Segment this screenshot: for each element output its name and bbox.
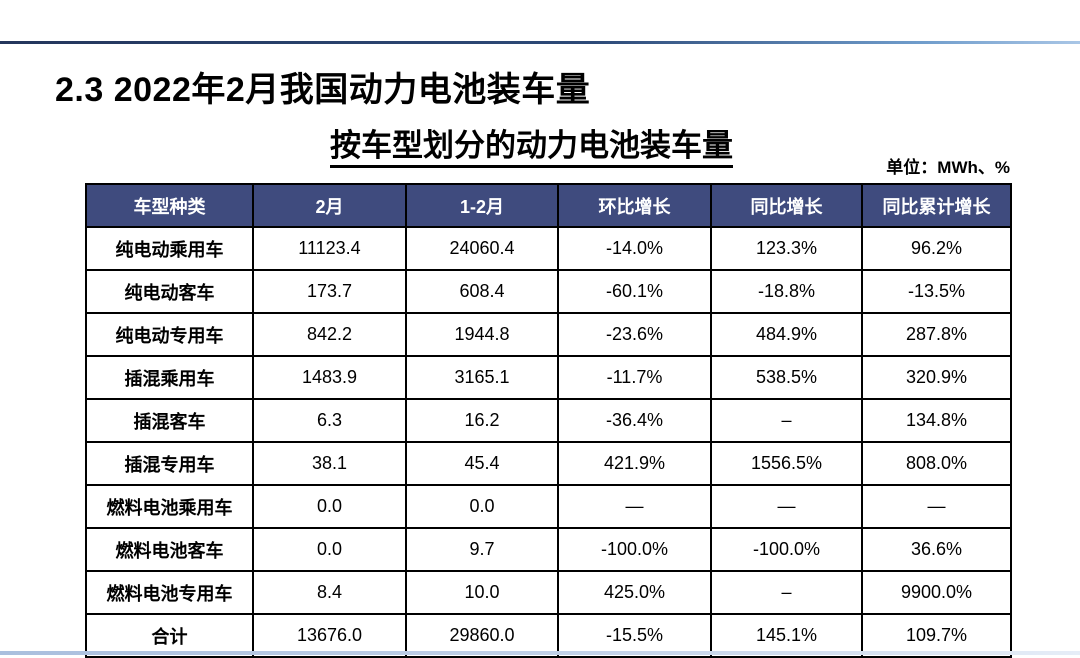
top-divider-line [0, 41, 1080, 44]
cell-value: 6.3 [252, 398, 407, 443]
cell-value: 9900.0% [861, 570, 1012, 615]
cell-value: 808.0% [861, 441, 1012, 486]
row-label: 纯电动客车 [85, 269, 254, 314]
cell-value: 1944.8 [405, 312, 559, 357]
row-label: 插混客车 [85, 398, 254, 443]
table-row: 纯电动乘用车 11123.4 24060.4 -14.0% 123.3% 96.2% [85, 226, 1012, 271]
row-label: 插混专用车 [85, 441, 254, 486]
cell-value: – [710, 398, 863, 443]
cell-value: — [557, 484, 712, 529]
table-row: 燃料电池乘用车 0.0 0.0— — — [85, 484, 1012, 529]
cell-value: 608.4 [405, 269, 559, 314]
cell-value: 145.1% [710, 613, 863, 658]
column-header: 2月 [252, 183, 407, 228]
table-body: 纯电动乘用车 11123.4 24060.4 -14.0% 123.3% 96.2% 纯电动… [85, 226, 1012, 658]
cell-value: 16.2 [405, 398, 559, 443]
table-title-text: 按车型划分的动力电池装车量 [330, 128, 733, 168]
column-header: 同比增长 [710, 183, 863, 228]
row-label: 纯电动专用车 [85, 312, 254, 357]
table-row: 插混乘用车 1483.9 3165.1 -11.7% 538.5% 320.9% [85, 355, 1012, 400]
cell-value: 123.3% [710, 226, 863, 271]
cell-value: 24060.4 [405, 226, 559, 271]
cell-value: 8.4 [252, 570, 407, 615]
column-header: 环比增长 [557, 183, 712, 228]
column-header: 车型种类 [85, 183, 254, 228]
cell-value: 1483.9 [252, 355, 407, 400]
column-header: 1-2月 [405, 183, 559, 228]
cell-value: 287.8% [861, 312, 1012, 357]
table-row: 燃料电池客车 0.0 9.7 -100.0% -100.0% 36.6% [85, 527, 1012, 572]
cell-value: — [710, 484, 863, 529]
table-row: 燃料电池专用车 8.4 10.0 425.0% –9900.0% [85, 570, 1012, 615]
cell-value: 134.8% [861, 398, 1012, 443]
cell-value: 109.7% [861, 613, 1012, 658]
bottom-accent-bar [0, 651, 1080, 655]
cell-value: 538.5% [710, 355, 863, 400]
table-row: 纯电动客车 173.7 608.4 -60.1% -18.8% -13.5% [85, 269, 1012, 314]
cell-value: 9.7 [405, 527, 559, 572]
cell-value: 421.9% [557, 441, 712, 486]
row-label: 燃料电池乘用车 [85, 484, 254, 529]
cell-value: 11123.4 [252, 226, 407, 271]
cell-value: 3165.1 [405, 355, 559, 400]
table-header: 车型种类 2月 1-2月 环比增长 同比增长 同比累计增长 [85, 183, 1012, 228]
cell-value: 38.1 [252, 441, 407, 486]
cell-value: 0.0 [405, 484, 559, 529]
cell-value: — [861, 484, 1012, 529]
cell-value: – [710, 570, 863, 615]
table-row: 插混专用车 38.1 45.4 421.9% 1556.5% 808.0% [85, 441, 1012, 486]
cell-value: -13.5% [861, 269, 1012, 314]
cell-value: 0.0 [252, 484, 407, 529]
cell-value: -100.0% [557, 527, 712, 572]
cell-value: -100.0% [710, 527, 863, 572]
cell-value: 1556.5% [710, 441, 863, 486]
section-title: 2.3 2022年2月我国动力电池装车量 [55, 71, 591, 109]
cell-value: -60.1% [557, 269, 712, 314]
cell-value: 45.4 [405, 441, 559, 486]
cell-value: 425.0% [557, 570, 712, 615]
row-label: 纯电动乘用车 [85, 226, 254, 271]
cell-value: -18.8% [710, 269, 863, 314]
cell-value: 13676.0 [252, 613, 407, 658]
cell-value: 96.2% [861, 226, 1012, 271]
cell-value: -11.7% [557, 355, 712, 400]
cell-value: 10.0 [405, 570, 559, 615]
cell-value: 0.0 [252, 527, 407, 572]
cell-value: 320.9% [861, 355, 1012, 400]
table-row: 纯电动专用车 842.2 1944.8 -23.6% 484.9% 287.8% [85, 312, 1012, 357]
table-row: 合计 13676.0 29860.0 -15.5% 145.1% 109.7% [85, 613, 1012, 658]
row-label: 插混乘用车 [85, 355, 254, 400]
unit-label: 单位：MWh、% [886, 158, 1010, 177]
row-label: 燃料电池专用车 [85, 570, 254, 615]
cell-value: 36.6% [861, 527, 1012, 572]
cell-value: -36.4% [557, 398, 712, 443]
cell-value: -15.5% [557, 613, 712, 658]
cell-value: 842.2 [252, 312, 407, 357]
cell-value: -14.0% [557, 226, 712, 271]
row-label: 燃料电池客车 [85, 527, 254, 572]
table-row: 插混客车 6.3 16.2 -36.4% –134.8% [85, 398, 1012, 443]
row-label: 合计 [85, 613, 254, 658]
cell-value: 173.7 [252, 269, 407, 314]
battery-install-table: 车型种类 2月 1-2月 环比增长 同比增长 同比累计增长 纯电动乘用车 11123.4 24… [85, 183, 1012, 658]
cell-value: 484.9% [710, 312, 863, 357]
header-row: 车型种类 2月 1-2月 环比增长 同比增长 同比累计增长 [85, 183, 1012, 228]
cell-value: -23.6% [557, 312, 712, 357]
table-title: 按车型划分的动力电池装车量 [330, 120, 733, 168]
column-header: 同比累计增长 [861, 183, 1012, 228]
